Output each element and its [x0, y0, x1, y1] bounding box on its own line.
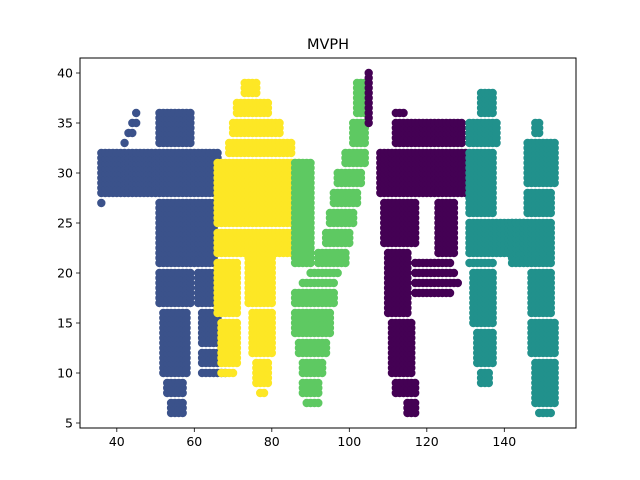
- point-M: [178, 398, 187, 408]
- point-E: [488, 328, 497, 338]
- point-E: [488, 268, 497, 278]
- point-M: [186, 108, 195, 118]
- x-tick-label: 40: [109, 434, 125, 449]
- point-M: [131, 108, 141, 118]
- point-H: [410, 378, 420, 388]
- point-P: [329, 278, 339, 288]
- point-M: [128, 128, 137, 138]
- point-H: [410, 398, 420, 408]
- point-M: [186, 268, 195, 278]
- point-P: [341, 248, 350, 258]
- x-tick-label: 120: [415, 434, 439, 449]
- point-P: [314, 378, 323, 388]
- point-M: [182, 308, 191, 318]
- point-M: [97, 198, 106, 208]
- y-tick-label: 30: [57, 166, 73, 181]
- point-P: [329, 288, 339, 298]
- point-P: [317, 358, 327, 368]
- point-V: [263, 358, 273, 368]
- point-V: [263, 98, 273, 108]
- point-E: [546, 408, 556, 418]
- point-H: [449, 198, 459, 208]
- point-H: [449, 268, 459, 278]
- point-V: [275, 118, 284, 128]
- point-H: [453, 278, 463, 288]
- point-H: [457, 118, 466, 128]
- point-H: [399, 108, 408, 118]
- point-H: [403, 248, 412, 258]
- x-tick-label: 100: [337, 434, 361, 449]
- point-M: [120, 138, 129, 148]
- point-H: [407, 318, 416, 328]
- point-E: [550, 318, 559, 328]
- point-P: [352, 188, 362, 198]
- point-E: [534, 118, 544, 128]
- x-tick-label: 80: [264, 434, 280, 449]
- point-H: [364, 68, 373, 78]
- x-axis: 40 60 80 100 120 140: [109, 428, 516, 449]
- point-E: [488, 258, 497, 268]
- point-V: [252, 78, 261, 88]
- point-H: [445, 288, 455, 298]
- point-P: [348, 208, 358, 218]
- point-V: [286, 138, 296, 148]
- point-P: [360, 148, 370, 158]
- point-V: [259, 388, 269, 398]
- point-P: [321, 338, 331, 348]
- y-axis: 5 10 15 20 25 30 35 40: [57, 66, 80, 431]
- point-P: [345, 228, 354, 238]
- y-tick-label: 20: [57, 266, 73, 281]
- point-M: [131, 118, 141, 128]
- point-V: [228, 368, 238, 378]
- point-V: [267, 238, 277, 248]
- point-M: [213, 148, 222, 158]
- plot-frame: [79, 57, 577, 429]
- point-E: [546, 188, 556, 198]
- point-E: [550, 358, 559, 368]
- point-E: [488, 148, 497, 158]
- point-P: [333, 268, 342, 278]
- point-V: [232, 258, 242, 268]
- x-tick-label: 60: [186, 434, 202, 449]
- point-P: [306, 158, 315, 168]
- point-M: [178, 378, 187, 388]
- point-P: [356, 168, 366, 178]
- y-tick-label: 10: [57, 366, 73, 381]
- point-E: [488, 88, 497, 98]
- x-tick-label: 140: [492, 434, 516, 449]
- point-E: [550, 138, 559, 148]
- point-V: [267, 308, 277, 318]
- series-H: [364, 68, 470, 418]
- point-H: [445, 258, 455, 268]
- point-E: [546, 268, 556, 278]
- series-E: [465, 88, 559, 418]
- point-P: [325, 308, 335, 318]
- data-points: [97, 68, 559, 418]
- y-tick-label: 40: [57, 66, 73, 81]
- series-P: [290, 78, 370, 408]
- point-E: [484, 368, 494, 378]
- point-P: [314, 398, 323, 408]
- y-tick-label: 35: [57, 116, 73, 131]
- point-V: [232, 318, 242, 328]
- series-M: [97, 108, 230, 418]
- series-V: [213, 78, 304, 398]
- point-E: [492, 118, 501, 128]
- point-H: [410, 198, 420, 208]
- y-tick-label: 15: [57, 316, 73, 331]
- chart-title: MVPH: [307, 37, 349, 53]
- point-E: [546, 218, 556, 228]
- y-tick-label: 5: [65, 416, 73, 431]
- y-tick-label: 25: [57, 216, 73, 231]
